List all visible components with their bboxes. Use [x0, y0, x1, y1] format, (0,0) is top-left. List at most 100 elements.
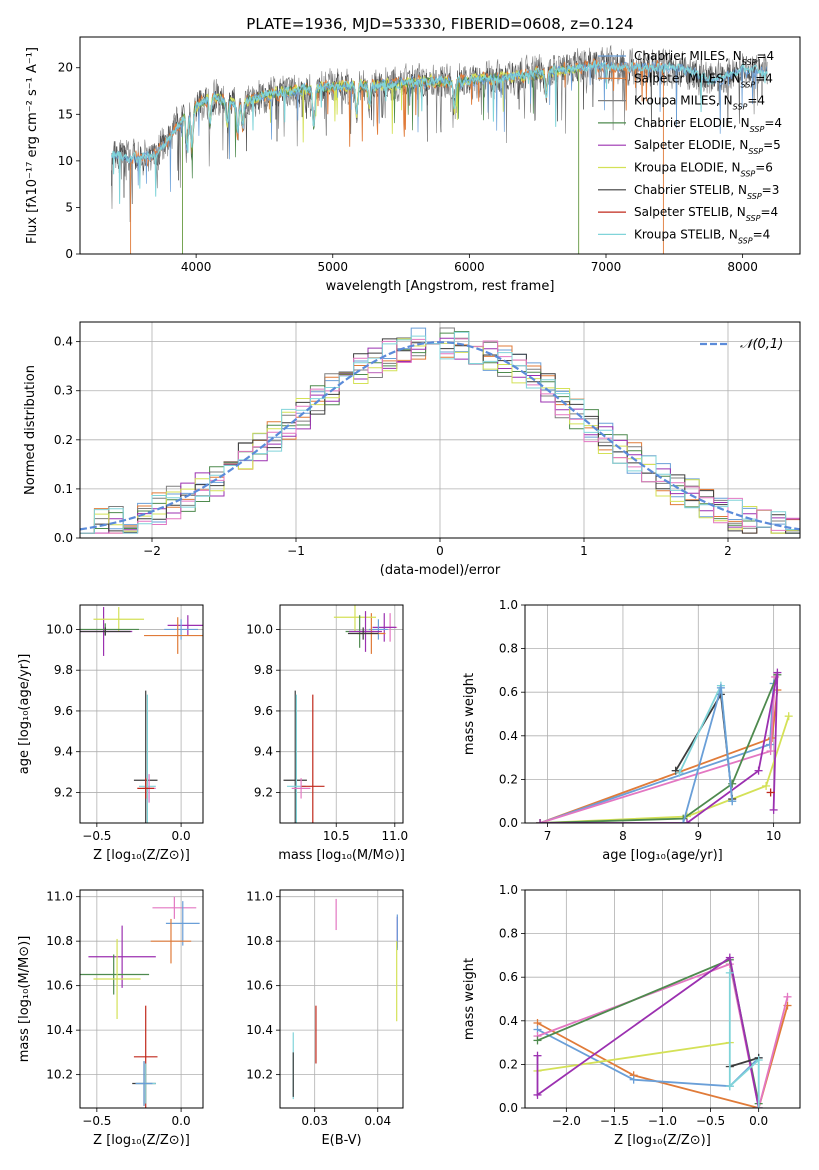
y-tick-label: 10.0: [46, 622, 73, 636]
x-axis-label: age [log₁₀(age/yr)]: [602, 848, 723, 863]
data-point: [137, 778, 155, 799]
data-point: [152, 896, 197, 919]
y-tick-label: 0.1: [54, 482, 73, 496]
y-tick-label: 9.2: [54, 785, 73, 799]
series-path: [728, 972, 760, 1108]
y-axis-label: mass [log₁₀(M/M⊙)]: [17, 936, 32, 1063]
y-tick-label: 1.0: [499, 598, 518, 612]
series-path: [540, 715, 790, 823]
data-point: [164, 619, 198, 640]
data-point: [80, 627, 131, 636]
legend-label: Chabrier STELIB, NSSP=3: [634, 183, 779, 201]
panel-age-vs-mass: 10.5 11.0 9.2 9.4 9.6 9.8 10.0 mass [log₁₀(M/M⊙…: [246, 604, 408, 863]
legend-label: Chabrier MILES, NSSP=4: [634, 49, 774, 67]
y-tick-label: 9.4: [54, 745, 73, 759]
axes-frame: [79, 321, 801, 539]
y-tick-label: 0.8: [499, 927, 518, 941]
x-tick-label: 5000: [317, 260, 348, 274]
y-tick-label: 0.4: [499, 1014, 518, 1028]
x-tick-label: 4000: [181, 260, 212, 274]
x-tick-label: 0.0: [172, 829, 191, 843]
y-tick-label: 10.6: [246, 979, 273, 993]
figure-title: PLATE=1936, MJD=53330, FIBERID=0608, z=0…: [246, 15, 633, 33]
axes-frame: [79, 604, 204, 824]
data-point: [150, 918, 192, 964]
y-tick-label: 9.6: [54, 704, 73, 718]
series-path: [537, 1005, 789, 1108]
data-point: [93, 607, 145, 632]
series-path: [536, 956, 760, 1108]
y-tick-label: 0.0: [499, 1101, 518, 1115]
y-tick-label: 0.0: [499, 816, 518, 830]
data-point: [93, 938, 141, 1020]
x-tick-label: 2: [724, 544, 732, 558]
x-axis-label: Z [log₁₀(Z/Z⊙)]: [93, 848, 190, 863]
legend-label: Salpeter MILES, NSSP=4: [634, 71, 773, 89]
spectrum-chabrier-stelib: [111, 51, 768, 205]
axes-frame: [279, 604, 404, 824]
series-path: [540, 674, 779, 823]
panel-residuals: −2 −1 0 1 2 0.0 0.1 0.2 0.3 0.4 (data-model)/error…: [23, 321, 801, 578]
x-tick-label: 6000: [454, 260, 485, 274]
x-tick-label: 11.0: [381, 829, 408, 843]
y-tick-label: 1.0: [499, 883, 518, 897]
panel-age-vs-Z: −0.5 0.0 9.2 9.4 9.6 9.8 10.0 Z [log₁₀(Z/Z⊙)] ag…: [17, 604, 204, 863]
series-line: [766, 788, 775, 797]
y-tick-label: 20: [58, 61, 73, 75]
axes-frame: [79, 889, 204, 1109]
normal-curve: [80, 341, 800, 531]
panel-mass-vs-Z: −0.5 0.0 10.2 10.4 10.6 10.8 11.0 Z [log₁₀(Z/Z⊙…: [17, 889, 204, 1148]
x-tick-label: 0.04: [364, 1114, 391, 1128]
x-tick-label: −2.0: [552, 1114, 581, 1128]
legend-label: Kroupa STELIB, NSSP=4: [634, 227, 770, 245]
y-tick-label: 0.0: [54, 531, 73, 545]
y-tick-label: 0.6: [499, 685, 518, 699]
data-point: [349, 611, 382, 652]
x-tick-label: −2: [143, 544, 161, 558]
data-point: [80, 954, 150, 995]
data-point: [88, 925, 156, 988]
series-path: [537, 1041, 730, 1072]
legend-label: Kroupa ELODIE, NSSP=6: [634, 161, 773, 179]
data-point: [333, 605, 377, 632]
y-tick-label: 15: [58, 107, 73, 121]
x-axis-label: (data-model)/error: [380, 563, 501, 578]
y-tick-label: 9.8: [54, 663, 73, 677]
y-tick-label: 11.0: [246, 890, 273, 904]
y-tick-label: 9.6: [254, 704, 273, 718]
series-line: [725, 968, 763, 1108]
x-tick-label: 7000: [591, 260, 622, 274]
data-point: [167, 615, 203, 636]
x-tick-label: 7: [544, 829, 552, 843]
panel-spectrum: 4000 5000 6000 7000 8000 0 5 10 15 20 wavelength […: [25, 36, 801, 294]
x-tick-label: 0: [436, 544, 444, 558]
legend-label: 𝒩(0,1): [740, 337, 783, 352]
x-tick-label: 10: [766, 829, 781, 843]
y-tick-label: 0.6: [499, 970, 518, 984]
data-point: [372, 613, 396, 642]
histogram-step: [80, 331, 800, 534]
data-point: [347, 627, 379, 640]
axes-frame: [524, 889, 801, 1109]
series-line: [679, 683, 737, 823]
axes-frame: [279, 889, 404, 1109]
series-path: [729, 1057, 759, 1068]
spectrum-kroupa-stelib: [110, 60, 768, 204]
x-tick-label: 0.0: [749, 1114, 768, 1128]
x-axis-label: wavelength [Angstrom, rest frame]: [326, 279, 555, 294]
x-tick-label: 1: [580, 544, 588, 558]
y-tick-label: 10.6: [46, 979, 73, 993]
x-tick-label: −0.5: [696, 1114, 725, 1128]
data-point: [138, 694, 156, 823]
x-tick-label: 8: [619, 829, 627, 843]
x-tick-label: −1.0: [648, 1114, 677, 1128]
y-axis-label: age [log₁₀(age/yr)]: [17, 654, 32, 775]
data-point: [135, 1061, 153, 1106]
y-tick-label: 9.8: [254, 663, 273, 677]
x-tick-label: 0.0: [172, 1114, 191, 1128]
x-axis-label: mass [log₁₀(M/M⊙)]: [278, 848, 405, 863]
data-point: [144, 617, 203, 654]
spectrum-chabrier-miles: [111, 60, 768, 192]
y-tick-label: 0.4: [54, 335, 73, 349]
